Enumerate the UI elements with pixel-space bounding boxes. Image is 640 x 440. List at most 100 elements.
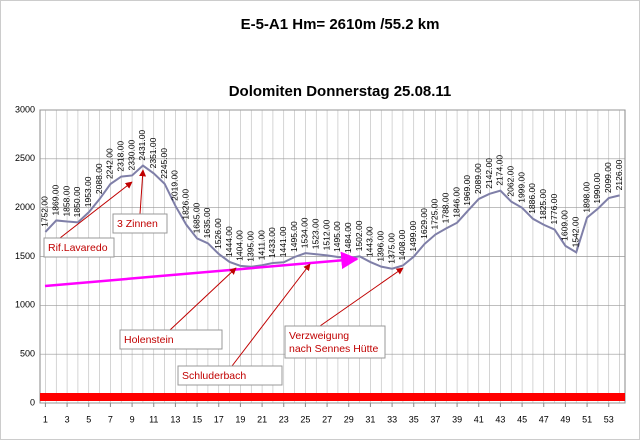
value-label: 2242.00 xyxy=(105,148,115,179)
value-label: 1752.00 xyxy=(40,196,50,227)
red-band xyxy=(40,393,625,401)
value-label: 1969.00 xyxy=(462,175,472,206)
y-tick-label: 500 xyxy=(20,349,35,359)
value-label: 1534.00 xyxy=(300,217,310,248)
x-tick-label: 51 xyxy=(582,414,592,424)
x-tick-label: 41 xyxy=(474,414,484,424)
x-tick-label: 29 xyxy=(344,414,354,424)
value-label: 2099.00 xyxy=(603,162,613,193)
value-label: 1444.00 xyxy=(224,226,234,257)
chart-title: E-5-A1 Hm= 2610m /55.2 km xyxy=(241,16,440,33)
annotation-arrow xyxy=(169,267,237,331)
x-tick-label: 21 xyxy=(257,414,267,424)
value-label: 1886.00 xyxy=(527,183,537,214)
value-label: 2089.00 xyxy=(473,163,483,194)
value-label: 1502.00 xyxy=(354,220,364,251)
value-label: 1953.00 xyxy=(83,176,93,207)
value-label: 1635.00 xyxy=(202,207,212,238)
annotation-arrow xyxy=(319,267,404,327)
value-label: 1858.00 xyxy=(61,186,71,217)
value-label: 1411.00 xyxy=(256,230,266,260)
value-label: 1395.00 xyxy=(246,231,256,262)
x-tick-label: 39 xyxy=(452,414,462,424)
x-tick-label: 49 xyxy=(560,414,570,424)
annotation-box xyxy=(119,329,223,350)
y-tick-label: 1500 xyxy=(15,251,35,261)
annotation: Holenstein xyxy=(124,334,174,346)
value-label: 2245.00 xyxy=(159,148,169,179)
y-tick-label: 2500 xyxy=(15,153,35,163)
y-tick-label: 3000 xyxy=(15,104,35,114)
value-label: 1523.00 xyxy=(311,218,321,249)
x-tick-label: 45 xyxy=(517,414,527,424)
value-label: 1375.00 xyxy=(386,233,396,264)
value-label: 1443.00 xyxy=(365,226,375,257)
annotation: Rif.Lavaredo xyxy=(48,242,108,254)
value-label: 2126.00 xyxy=(614,159,624,190)
value-label: 1846.00 xyxy=(451,187,461,218)
x-tick-label: 17 xyxy=(214,414,224,424)
value-label: 2431.00 xyxy=(137,130,147,161)
annotation-arrow xyxy=(231,263,311,367)
value-label: 1441.00 xyxy=(278,226,288,257)
plot: 1752.00 1869.00 1858.00 1850.00 1953.00 2088.… xyxy=(40,130,625,401)
x-tick-label: 13 xyxy=(170,414,180,424)
y-tick-label: 0 xyxy=(30,397,35,407)
annotation-box xyxy=(43,237,115,258)
value-label: 1526.00 xyxy=(213,218,223,249)
value-label: 1495.00 xyxy=(289,221,299,252)
annotation-box xyxy=(112,213,168,234)
value-label: 1609.00 xyxy=(560,210,570,241)
value-label: 1825.00 xyxy=(538,189,548,220)
value-label: 1404.00 xyxy=(235,230,245,261)
chart-subtitle: Dolomiten Donnerstag 25.08.11 xyxy=(229,83,452,100)
x-tick-label: 31 xyxy=(365,414,375,424)
annotation: nach Sennes Hütte xyxy=(289,343,378,355)
value-label: 1725.00 xyxy=(430,199,440,230)
x-tick-label: 25 xyxy=(300,414,310,424)
x-tick-label: 15 xyxy=(192,414,202,424)
value-label: 2351.00 xyxy=(148,137,158,168)
annotation-arrow xyxy=(139,169,147,215)
annotation: 3 Zinnen xyxy=(117,218,158,230)
value-label: 1499.00 xyxy=(408,221,418,252)
x-tick-label: 1 xyxy=(43,414,48,424)
x-tick-label: 7 xyxy=(108,414,113,424)
x-tick-label: 53 xyxy=(604,414,614,424)
value-label: 2330.00 xyxy=(126,139,136,170)
value-label: 1484.00 xyxy=(343,222,353,253)
value-label: 1408.00 xyxy=(397,229,407,260)
value-label: 1396.00 xyxy=(375,231,385,262)
annotation-arrow xyxy=(59,181,133,239)
value-label: 1629.00 xyxy=(419,208,429,239)
value-label: 1869.00 xyxy=(51,184,61,215)
value-label: 1776.00 xyxy=(549,194,559,225)
value-label: 1826.00 xyxy=(181,189,191,220)
value-label: 1990.00 xyxy=(592,173,602,204)
annotation-box xyxy=(177,365,283,386)
x-tick-label: 27 xyxy=(322,414,332,424)
value-label: 2088.00 xyxy=(94,163,104,194)
value-label: 2019.00 xyxy=(170,170,180,201)
y-tick-label: 2000 xyxy=(15,202,35,212)
value-label: 2062.00 xyxy=(506,166,516,197)
x-tick-label: 23 xyxy=(279,414,289,424)
y-tick-label: 1000 xyxy=(15,300,35,310)
x-tick-label: 5 xyxy=(86,414,91,424)
value-label: 1850.00 xyxy=(72,186,82,217)
value-label: 2142.00 xyxy=(484,158,494,189)
annotation: Schluderbach xyxy=(182,370,246,382)
x-tick-label: 47 xyxy=(539,414,549,424)
x-tick-label: 11 xyxy=(149,414,158,424)
value-label: 1898.00 xyxy=(581,182,591,213)
value-label: 1512.00 xyxy=(321,219,331,250)
annotation: Verzweigung xyxy=(289,330,349,342)
x-tick-label: 43 xyxy=(495,414,505,424)
line xyxy=(44,164,620,270)
value-label: 1999.00 xyxy=(516,172,526,203)
value-label: 2174.00 xyxy=(495,155,505,186)
x-tick-label: 37 xyxy=(430,414,440,424)
annotation-box xyxy=(284,325,386,359)
value-label: 1542.00 xyxy=(571,216,581,247)
